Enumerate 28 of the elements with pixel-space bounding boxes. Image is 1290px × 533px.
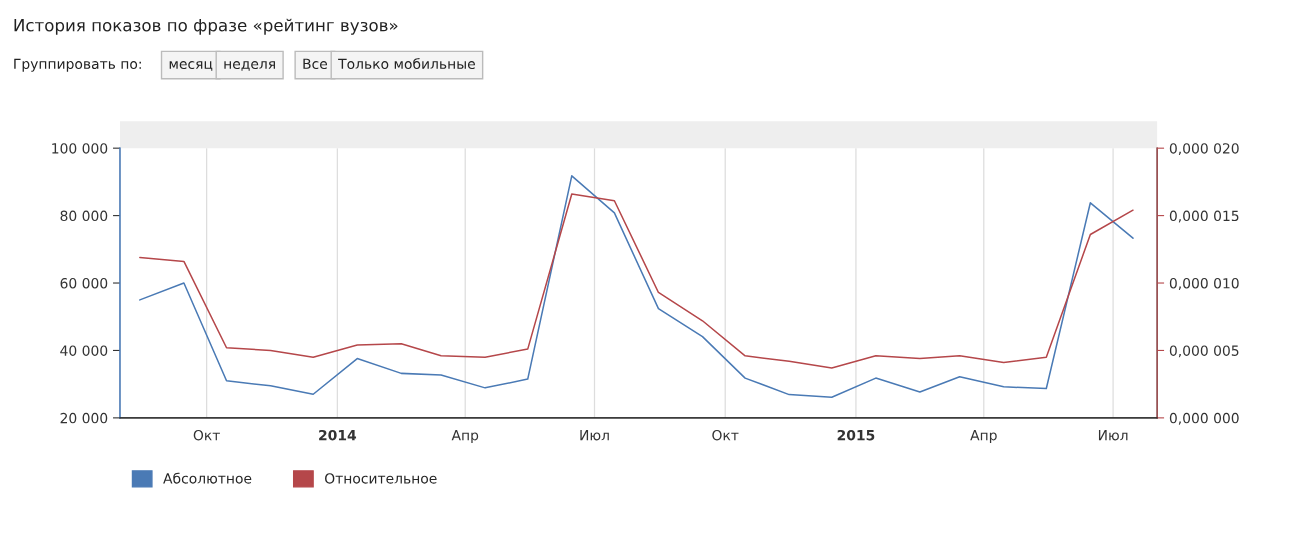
y-tick-label: 20 000 xyxy=(60,412,108,424)
y2-tick-label: 0,000 015 xyxy=(1169,210,1239,223)
text: месяц xyxy=(169,61,213,71)
x-tick-label: Окт xyxy=(193,429,220,441)
y-tick-label: 60 000 xyxy=(60,277,108,289)
y-tick-label: 80 000 xyxy=(60,210,108,222)
y-tick-label: 40 000 xyxy=(60,345,108,356)
x-tick-label: Июл xyxy=(580,430,609,441)
y2-tick-label: 0,000 020 xyxy=(1169,143,1239,156)
y2-tick-label: 0,000 010 xyxy=(1169,277,1239,290)
x-tick-label: Июл xyxy=(1098,430,1128,441)
x-tick-label: 2014 xyxy=(319,429,357,441)
chart-title: История показов по фразе «рейтинг вузов» xyxy=(14,18,398,35)
text: Группировать по: xyxy=(14,58,141,72)
x-tick-label: 2015 xyxy=(837,429,875,441)
text: неделя xyxy=(224,61,275,71)
line-series xyxy=(139,175,1134,399)
x-tick-label: Апр xyxy=(451,430,479,444)
legend-label: Абсолютное xyxy=(163,472,252,484)
legend-label: Относительное xyxy=(325,473,437,484)
text: Все xyxy=(303,58,328,70)
text: Только мобильные xyxy=(338,58,475,70)
y-tick-label: 100 000 xyxy=(52,143,108,154)
y2-tick-label: 0,000 000 xyxy=(1169,412,1239,425)
x-tick-label: Апр xyxy=(970,430,997,444)
x-tick-label: Окт xyxy=(712,429,739,441)
y2-tick-label: 0,000 005 xyxy=(1169,345,1239,358)
line-series xyxy=(139,193,1134,369)
